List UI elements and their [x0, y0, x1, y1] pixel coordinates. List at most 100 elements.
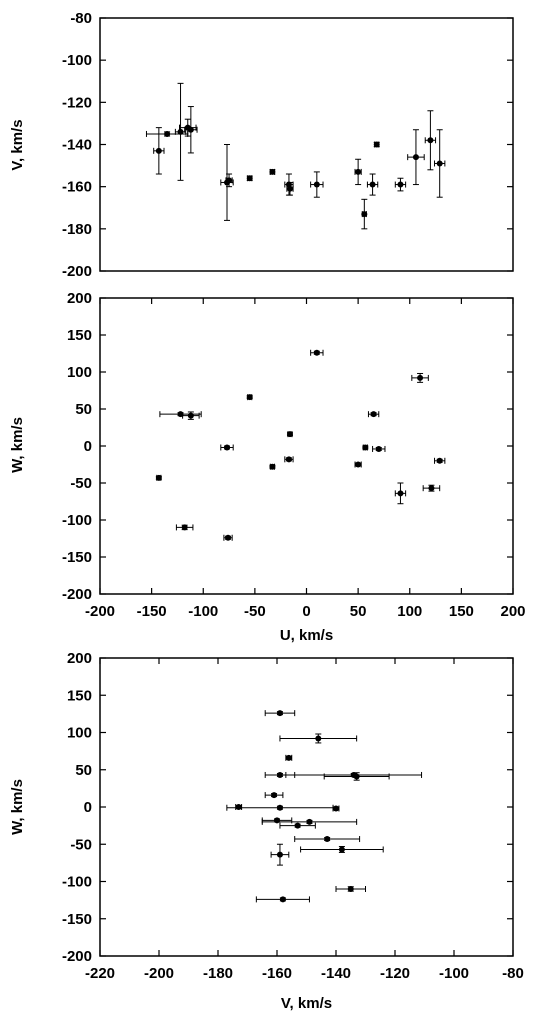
data-point	[323, 772, 390, 781]
data-marker	[313, 181, 320, 188]
data-point	[373, 141, 380, 148]
data-marker	[177, 411, 184, 418]
data-point	[261, 817, 293, 824]
y-tick-label: 100	[67, 364, 92, 381]
data-marker	[338, 846, 345, 853]
data-point	[310, 171, 324, 198]
data-point	[367, 411, 380, 418]
y-tick-label: 150	[67, 327, 92, 344]
x-tick-label: -80	[502, 965, 524, 982]
data-point	[269, 168, 276, 175]
data-marker	[397, 181, 404, 188]
data-point	[394, 482, 407, 505]
data-marker	[355, 461, 362, 468]
data-point	[294, 836, 361, 843]
data-point	[279, 822, 316, 829]
data-marker	[276, 710, 283, 717]
x-tick-label: -220	[85, 965, 115, 982]
data-marker	[362, 444, 369, 451]
data-point	[286, 431, 293, 438]
data-marker	[187, 412, 194, 419]
data-point	[284, 456, 294, 463]
data-point	[362, 444, 369, 451]
y-tick-label: 50	[75, 401, 92, 418]
data-marker	[353, 773, 360, 780]
data-marker	[436, 160, 443, 167]
data-marker	[225, 534, 232, 541]
data-marker	[285, 456, 292, 463]
plot-frame	[99, 297, 514, 595]
data-point	[264, 710, 296, 717]
data-marker	[417, 374, 424, 381]
y-tick-label: -50	[70, 475, 92, 492]
data-marker	[276, 771, 283, 778]
data-point	[269, 463, 276, 470]
data-point	[153, 127, 165, 175]
data-point	[361, 198, 368, 230]
chart-w-vs-u: 200 150 100 50 0 -50 -100 -150 -200-200 -150 -100 -…	[9, 290, 526, 644]
y-tick-label: -160	[62, 179, 92, 196]
x-tick-label: 100	[397, 603, 422, 620]
x-tick-label: 200	[500, 603, 525, 620]
data-point	[225, 173, 233, 188]
data-marker	[155, 147, 162, 154]
x-tick-label: -150	[137, 603, 167, 620]
data-marker	[246, 394, 253, 401]
x-tick-label: -200	[85, 603, 115, 620]
y-tick-label: -150	[62, 549, 92, 566]
data-point	[407, 129, 425, 186]
data-point	[264, 771, 296, 778]
x-tick-label: -50	[244, 603, 266, 620]
data-marker	[315, 735, 322, 742]
data-marker	[223, 444, 230, 451]
data-marker	[370, 411, 377, 418]
data-marker	[279, 896, 286, 903]
data-marker	[436, 457, 443, 464]
y-tick-label: -200	[62, 586, 92, 603]
data-point	[184, 106, 198, 154]
y-tick-label: 50	[75, 762, 92, 779]
data-point	[261, 818, 358, 825]
x-tick-label: -120	[380, 965, 410, 982]
y-tick-label: -200	[62, 263, 92, 280]
y-tick-label: -100	[62, 874, 92, 891]
y-tick-label: -140	[62, 137, 92, 154]
x-axis-label: U, km/s	[280, 627, 333, 644]
data-point	[286, 181, 294, 196]
data-point	[182, 411, 200, 420]
y-tick-label: 200	[67, 650, 92, 667]
data-point	[424, 110, 437, 171]
data-marker	[427, 137, 434, 144]
data-marker	[164, 130, 171, 137]
y-tick-label: -100	[62, 52, 92, 69]
x-tick-label: -100	[188, 603, 218, 620]
data-marker	[324, 836, 331, 843]
y-tick-label: 200	[67, 290, 92, 307]
data-point	[255, 896, 310, 903]
data-point	[159, 411, 202, 418]
data-point	[223, 534, 233, 541]
data-marker	[276, 804, 283, 811]
data-marker	[286, 185, 293, 192]
x-tick-label: -140	[321, 965, 351, 982]
data-point	[226, 804, 334, 811]
data-point	[434, 457, 446, 464]
data-point	[264, 792, 284, 799]
data-marker	[347, 885, 354, 892]
data-marker	[412, 154, 419, 161]
data-marker	[355, 168, 362, 175]
x-tick-label: -180	[203, 965, 233, 982]
data-marker	[271, 792, 278, 799]
data-marker	[294, 822, 301, 829]
data-point	[422, 484, 441, 492]
y-tick-label: -120	[62, 94, 92, 111]
x-tick-label: -200	[144, 965, 174, 982]
y-tick-label: 0	[84, 438, 92, 455]
y-tick-label: -180	[62, 221, 92, 238]
data-marker	[397, 490, 404, 497]
data-marker	[246, 175, 253, 182]
data-point	[155, 474, 162, 481]
data-point	[354, 158, 362, 186]
data-point	[372, 445, 386, 452]
data-marker	[155, 474, 162, 481]
